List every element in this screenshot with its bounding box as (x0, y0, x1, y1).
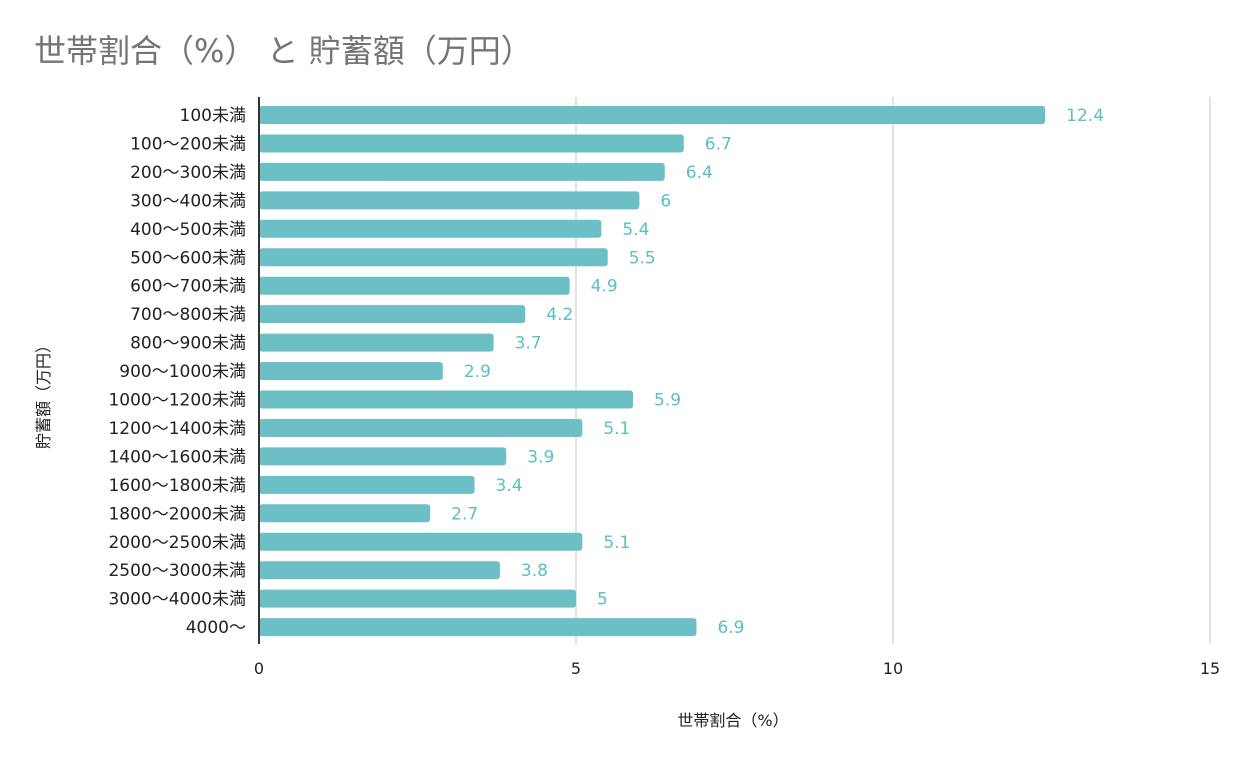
value-label: 3.7 (515, 334, 542, 354)
value-label: 5.5 (629, 248, 656, 268)
category-label: 1400〜1600未満 (108, 447, 246, 467)
x-axis-title: 世帯割合（%） (677, 711, 788, 730)
value-label: 5 (597, 590, 608, 610)
x-tick-label: 0 (254, 659, 264, 678)
category-label: 3000〜4000未満 (108, 590, 246, 610)
value-label: 6 (660, 191, 671, 211)
bar (259, 418, 583, 437)
bar (259, 362, 443, 381)
category-label: 1000〜1200未満 (108, 391, 246, 411)
bar (259, 219, 602, 238)
category-label: 2000〜2500未満 (108, 533, 246, 553)
category-label: 4000〜 (186, 618, 246, 638)
category-label: 100未満 (180, 106, 246, 126)
bar (259, 191, 640, 210)
value-label: 2.7 (451, 504, 478, 524)
bar (259, 532, 583, 551)
bar (259, 276, 570, 295)
bars (259, 106, 1046, 637)
category-label: 800〜900未満 (130, 334, 246, 354)
bar (259, 618, 697, 637)
bar (259, 390, 634, 409)
bar (259, 333, 494, 352)
value-label: 5.4 (622, 220, 649, 240)
category-label: 200〜300未満 (130, 163, 246, 183)
bar (259, 162, 665, 181)
category-label: 900〜1000未満 (119, 362, 246, 382)
bar (259, 589, 576, 608)
bar (259, 561, 500, 580)
category-label: 2500〜3000未満 (108, 561, 246, 581)
category-label: 400〜500未満 (130, 220, 246, 240)
category-label: 100〜200未満 (130, 134, 246, 154)
value-label: 6.9 (717, 618, 744, 638)
category-label: 700〜800未満 (130, 305, 246, 325)
category-label: 300〜400未満 (130, 191, 246, 211)
x-tick-labels: 0 5 10 15 (254, 659, 1220, 678)
value-label: 3.8 (521, 561, 548, 581)
category-label: 1200〜1400未満 (108, 419, 246, 439)
value-label: 12.4 (1066, 106, 1104, 126)
category-label: 600〜700未満 (130, 277, 246, 297)
bar (259, 134, 684, 153)
value-label: 5.1 (603, 533, 630, 553)
bar (259, 447, 507, 466)
bar (259, 248, 608, 267)
value-label: 5.9 (654, 391, 681, 411)
y-axis-title: 貯蓄額（万円） (34, 337, 53, 449)
category-labels: 100未満 100〜200未満 200〜300未満 300〜400未満 400〜500未… (108, 106, 246, 638)
value-label: 3.9 (527, 447, 554, 467)
value-label: 4.9 (591, 277, 618, 297)
gridlines (575, 97, 1211, 644)
bar (259, 475, 475, 494)
value-labels: 12.46.76.465.45.54.94.23.72.95.95.13.93.… (451, 106, 1104, 638)
category-label: 500〜600未満 (130, 248, 246, 268)
value-label: 3.4 (496, 476, 523, 496)
value-label: 6.4 (686, 163, 713, 183)
x-tick-label: 10 (883, 659, 903, 678)
chart-title: 世帯割合（%） と 貯蓄額（万円） (34, 32, 533, 70)
category-label: 1600〜1800未満 (108, 476, 246, 496)
value-label: 5.1 (603, 419, 630, 439)
x-tick-label: 15 (1200, 659, 1220, 678)
category-label: 1800〜2000未満 (108, 504, 246, 524)
bar (259, 504, 431, 523)
value-label: 6.7 (705, 134, 732, 154)
bar (259, 305, 526, 324)
bar (259, 106, 1046, 124)
value-label: 2.9 (464, 362, 491, 382)
x-tick-label: 5 (571, 659, 581, 678)
value-label: 4.2 (546, 305, 573, 325)
